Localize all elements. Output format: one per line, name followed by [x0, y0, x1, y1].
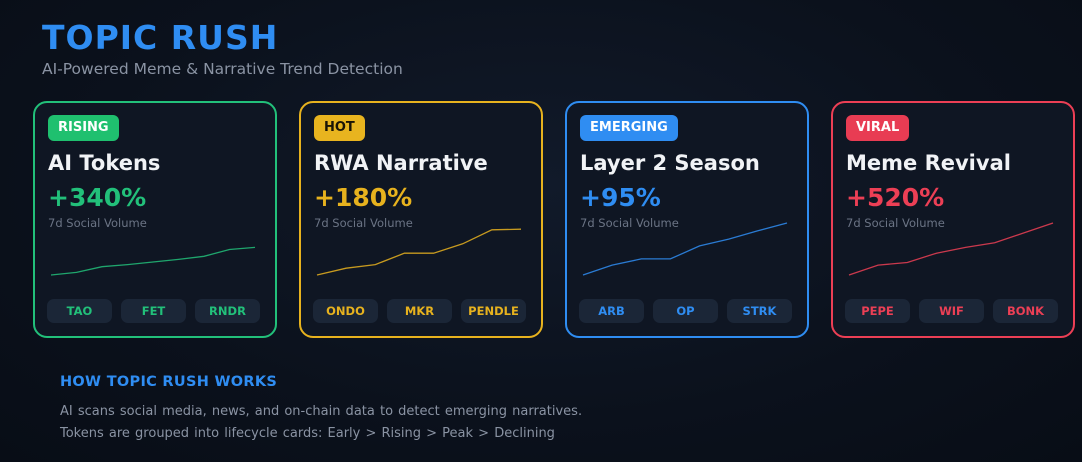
ticker-chip[interactable]: PEPE [845, 299, 910, 323]
trend-card-rwa-narrative[interactable]: HOT RWA Narrative +180% 7d Social Volume OND… [299, 101, 543, 338]
change-percent: +95% [580, 183, 661, 212]
ticker-chip[interactable]: TAO [47, 299, 112, 323]
how-it-works-title: HOW TOPIC RUSH WORKS [60, 374, 278, 390]
status-badge: VIRAL [846, 115, 910, 141]
status-badge: EMERGING [580, 115, 678, 141]
metric-label: 7d Social Volume [314, 216, 413, 230]
ticker-chip[interactable]: ARB [579, 299, 644, 323]
ticker-list: TAO FET RNDR [47, 299, 260, 323]
ticker-chip[interactable]: RNDR [195, 299, 260, 323]
sparkline-line [848, 222, 1054, 276]
ticker-chip[interactable]: FET [121, 299, 186, 323]
how-it-works-line-1: AI scans social media, news, and on-chai… [60, 404, 583, 419]
ticker-chip[interactable]: STRK [727, 299, 792, 323]
ticker-chip[interactable]: WIF [919, 299, 984, 323]
status-badge: RISING [48, 115, 119, 141]
ticker-chip[interactable]: MKR [387, 299, 452, 323]
card-title: Layer 2 Season [580, 151, 760, 175]
sparkline-line [316, 228, 522, 276]
card-title: RWA Narrative [314, 151, 488, 175]
metric-label: 7d Social Volume [846, 216, 945, 230]
sparkline-chart [848, 222, 1054, 276]
ticker-chip[interactable]: ONDO [313, 299, 378, 323]
trend-card-layer-2-season[interactable]: EMERGING Layer 2 Season +95% 7d Social Volu… [565, 101, 809, 338]
how-it-works-section: HOW TOPIC RUSH WORKS AI scans social med… [60, 374, 582, 441]
change-percent: +180% [314, 183, 413, 212]
metric-label: 7d Social Volume [580, 216, 679, 230]
change-percent: +520% [846, 183, 945, 212]
ticker-chip[interactable]: OP [653, 299, 718, 323]
trend-card-meme-revival[interactable]: VIRAL Meme Revival +520% 7d Social Volume PE… [831, 101, 1075, 338]
ticker-chip[interactable]: PENDLE [461, 299, 526, 323]
trend-card-ai-tokens[interactable]: RISING AI Tokens +340% 7d Social Volume TAO F… [33, 101, 277, 338]
card-title: AI Tokens [48, 151, 161, 175]
status-badge: HOT [314, 115, 365, 141]
change-percent: +340% [48, 183, 147, 212]
sparkline-chart [582, 222, 788, 276]
sparkline-chart [50, 246, 256, 276]
ticker-list: ARB OP STRK [579, 299, 792, 323]
header: TOPIC RUSH AI-Powered Meme & Narrative T… [42, 18, 403, 78]
ticker-list: ONDO MKR PENDLE [313, 299, 526, 323]
page-title: TOPIC RUSH [42, 18, 279, 57]
ticker-chip[interactable]: BONK [993, 299, 1058, 323]
sparkline-line [50, 246, 256, 276]
how-it-works-line-2: Tokens are grouped into lifecycle cards:… [60, 426, 555, 441]
ticker-list: PEPE WIF BONK [845, 299, 1058, 323]
metric-label: 7d Social Volume [48, 216, 147, 230]
card-title: Meme Revival [846, 151, 1011, 175]
sparkline-chart [316, 228, 522, 276]
page-subtitle: AI-Powered Meme & Narrative Trend Detect… [42, 60, 403, 78]
sparkline-line [582, 222, 788, 276]
